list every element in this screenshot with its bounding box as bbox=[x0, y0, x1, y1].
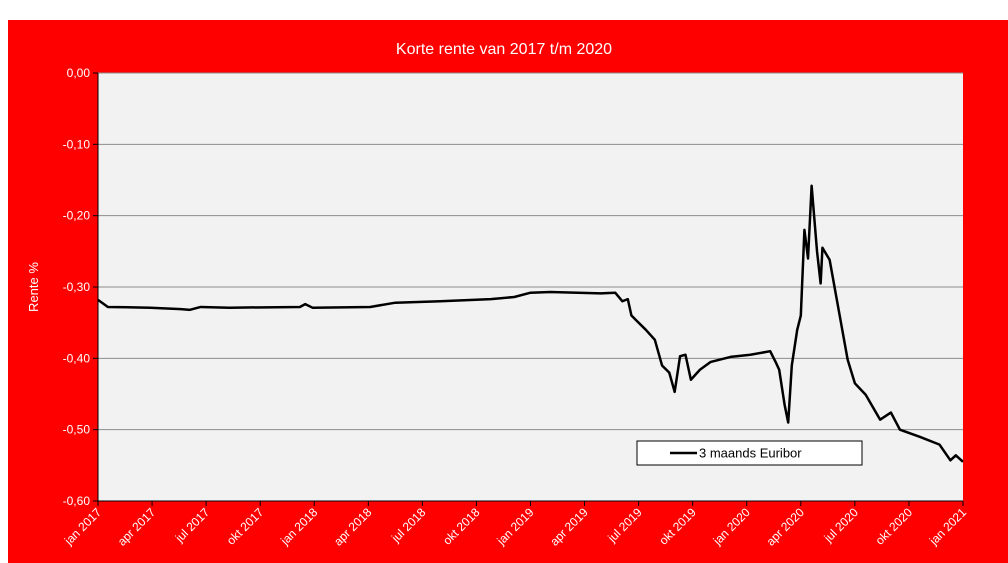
line-series bbox=[97, 184, 964, 463]
marks bbox=[97, 184, 964, 463]
chart-title: Korte rente van 2017 t/m 2020 bbox=[396, 41, 612, 58]
y-tick-label: -0,30 bbox=[63, 280, 91, 294]
legend: 3 maands Euribor bbox=[636, 440, 863, 466]
legend-label: 3 maands Euribor bbox=[699, 446, 802, 461]
y-tick-label: -0,20 bbox=[63, 209, 91, 223]
y-tick-label: 0,00 bbox=[67, 66, 91, 80]
y-tick-label: -0,10 bbox=[63, 137, 91, 151]
y-tick-label: -0,50 bbox=[63, 423, 91, 437]
y-tick-label: -0,60 bbox=[63, 494, 91, 508]
y-axis-label: Rente % bbox=[26, 262, 41, 312]
y-tick-label: -0,40 bbox=[63, 351, 91, 365]
